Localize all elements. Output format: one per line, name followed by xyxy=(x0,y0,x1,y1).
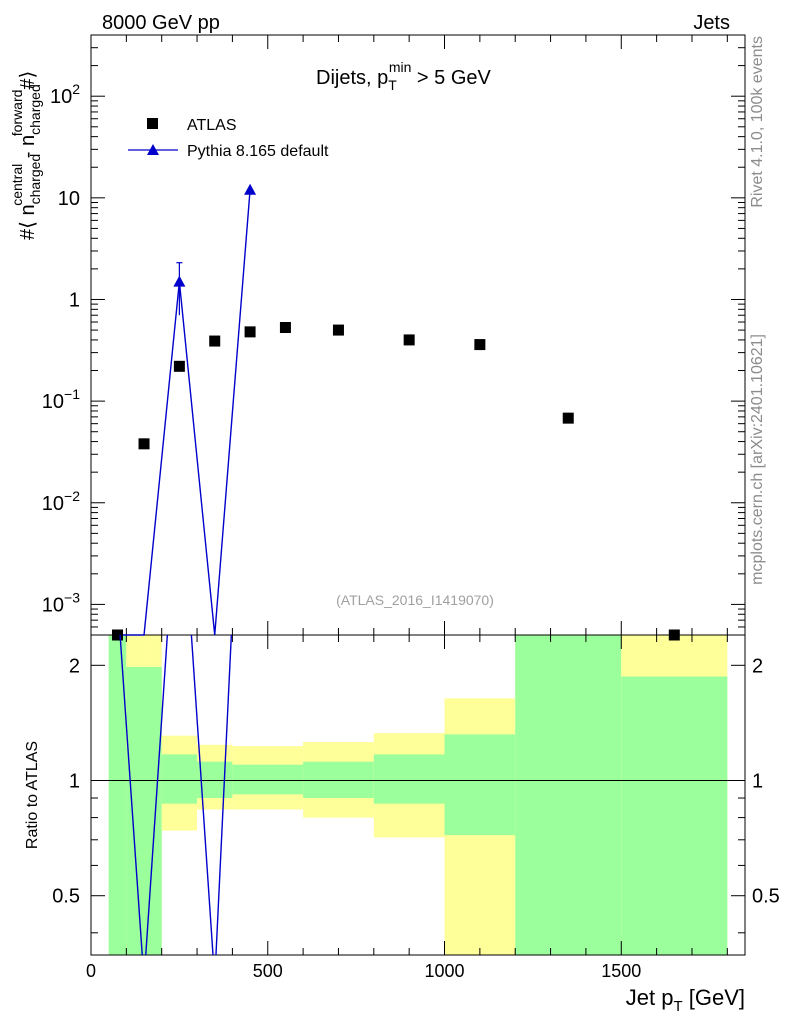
atlas-point xyxy=(279,322,291,334)
legend-atlas-marker xyxy=(147,118,158,129)
atlas-point xyxy=(403,334,415,346)
legend-pythia-marker xyxy=(147,144,159,155)
ratio-pythia-segment xyxy=(145,634,169,956)
x-tick-label: 500 xyxy=(253,961,283,981)
atlas-point xyxy=(112,629,124,641)
ratio-pythia-segment xyxy=(190,634,214,956)
legend-atlas-label: ATLAS xyxy=(187,117,237,134)
ratio-series xyxy=(119,634,233,956)
y-tick-label-main: 10 xyxy=(58,188,80,210)
rivet-label: Rivet 4.1.0, 100k events xyxy=(749,36,766,208)
y-tick-label-main: 10−3 xyxy=(42,589,80,616)
atlas-point xyxy=(474,339,486,351)
y-tick-label-main: 1 xyxy=(69,289,80,311)
legend: ATLAS Pythia 8.165 default xyxy=(128,117,329,160)
y-tick-label-ratio-left: 2 xyxy=(69,655,80,677)
mcplots-label: mcplots.cern.ch [arXiv:2401.10621] xyxy=(749,334,766,585)
header-left: 8000 GeV pp xyxy=(102,12,220,34)
band-green-3 xyxy=(161,754,198,804)
band-green-9 xyxy=(515,635,622,955)
y-tick-label-main: 10−1 xyxy=(42,386,80,413)
y-tick-label-main: 10−2 xyxy=(42,488,80,515)
legend-pythia-label: Pythia 8.165 default xyxy=(187,143,329,160)
pythia-point xyxy=(244,183,257,195)
axis-ticks xyxy=(90,34,745,955)
ratio-pythia-segment xyxy=(119,634,143,956)
y-tick-label-ratio-left: 1 xyxy=(69,771,80,793)
y-axis-label-main: #⟨ nchargedcentral - nchargedforward#⟩ xyxy=(9,71,43,240)
atlas-point xyxy=(244,326,256,338)
y-tick-label-ratio-right: 2 xyxy=(752,655,763,677)
band-green-2 xyxy=(144,666,162,955)
y-axis-label-ratio: Ratio to ATLAS xyxy=(24,741,41,849)
chart-title: Dijets, pTmin > 5 GeV xyxy=(316,59,492,93)
y-tick-label-ratio-right: 1 xyxy=(752,771,763,793)
x-tick-label: 1000 xyxy=(424,961,464,981)
band-green-4 xyxy=(197,761,233,799)
band-green-5 xyxy=(232,764,304,795)
band-green-10 xyxy=(621,676,728,955)
pythia-line xyxy=(117,189,251,636)
y-tick-label-main: 102 xyxy=(50,81,80,108)
axis-tick-labels: 0 500 1000 1500 10−3 10−2 10−1 1 10 102 0.5 0.5 1 1 2 2 xyxy=(42,81,780,981)
main-series xyxy=(112,183,680,641)
atlas-point xyxy=(332,324,344,336)
atlas-point xyxy=(138,438,150,450)
atlas-point xyxy=(173,360,185,372)
ratio-frame xyxy=(90,634,746,956)
y-tick-label-ratio-left: 0.5 xyxy=(52,886,80,908)
ratio-pythia-segment xyxy=(215,634,233,956)
y-tick-label-ratio-right: 0.5 xyxy=(752,886,780,908)
band-green-0 xyxy=(108,635,127,955)
ratio-bands xyxy=(108,635,728,955)
band-green-6 xyxy=(303,761,374,799)
header-right: Jets xyxy=(693,12,730,34)
band-green-7 xyxy=(373,754,445,804)
band-green-8 xyxy=(444,734,516,836)
pythia-point xyxy=(173,275,186,287)
x-tick-label: 1500 xyxy=(601,961,641,981)
x-axis-label: Jet pT [GeV] xyxy=(626,985,745,1015)
band-green-1 xyxy=(126,666,145,955)
atlas-point xyxy=(668,629,680,641)
atlas-point xyxy=(562,412,574,424)
watermark: (ATLAS_2016_I1419070) xyxy=(336,592,494,608)
atlas-point xyxy=(209,335,221,347)
x-tick-label: 0 xyxy=(86,961,96,981)
